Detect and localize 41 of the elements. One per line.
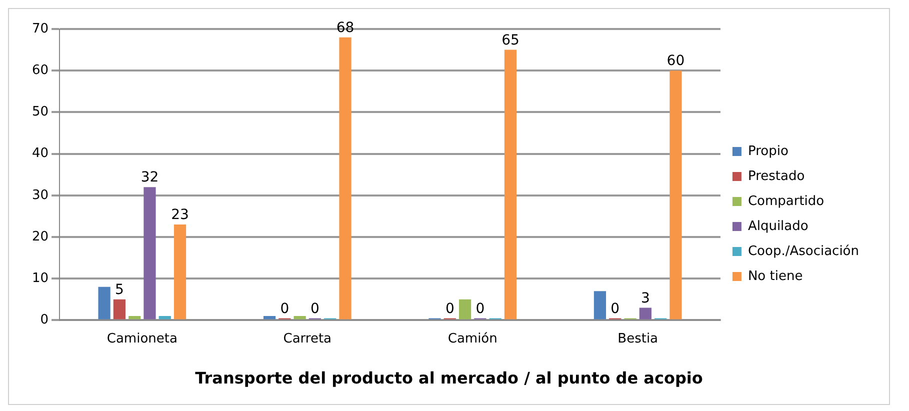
- bar: [639, 308, 652, 320]
- y-tick-label: 40: [32, 146, 49, 162]
- y-tick-label: 70: [32, 21, 49, 36]
- text: Transporte del producto al mercado / al punto de acopio: [195, 368, 703, 388]
- y-tick-label: 60: [32, 62, 49, 78]
- legend-label: Propio: [748, 144, 788, 159]
- bar: [98, 286, 110, 320]
- y-tick-label: 50: [32, 104, 49, 120]
- legend-label: Compartido: [748, 194, 824, 209]
- bar: [504, 50, 517, 320]
- data-label: 0: [445, 300, 454, 317]
- y-tick-label: 20: [32, 229, 49, 244]
- data-label: 0: [280, 300, 290, 317]
- x-tick-label: Camioneta: [106, 331, 178, 346]
- bar: [458, 299, 472, 320]
- legend-label: Coop./Asociación: [748, 244, 859, 259]
- x-tick-label: Bestia: [618, 331, 658, 346]
- x-tick-label: Carreta: [283, 331, 332, 346]
- data-label: 0: [476, 300, 485, 317]
- data-label: 3: [640, 290, 650, 306]
- bar: [339, 37, 352, 320]
- bar: [670, 70, 682, 320]
- bar: [174, 224, 186, 320]
- data-label: 5: [114, 282, 124, 298]
- legend-label: Alquilado: [748, 218, 808, 234]
- data-label: 0: [610, 300, 620, 317]
- y-tick-label: 0: [40, 312, 49, 328]
- data-label: 32: [140, 170, 159, 186]
- data-label: 60: [666, 53, 685, 70]
- bar: [113, 299, 126, 320]
- x-tick-label: Camión: [448, 331, 498, 346]
- data-label: 23: [171, 207, 189, 224]
- bar: [594, 291, 606, 320]
- legend-label: No tiene: [748, 268, 803, 284]
- bar: [144, 187, 156, 320]
- y-tick-label: 10: [32, 270, 49, 286]
- data-label: 65: [502, 32, 520, 48]
- data-label: 68: [336, 20, 354, 36]
- legend-label: Prestado: [748, 168, 805, 184]
- data-label: 0: [310, 300, 320, 317]
- y-tick-label: 30: [32, 188, 49, 203]
